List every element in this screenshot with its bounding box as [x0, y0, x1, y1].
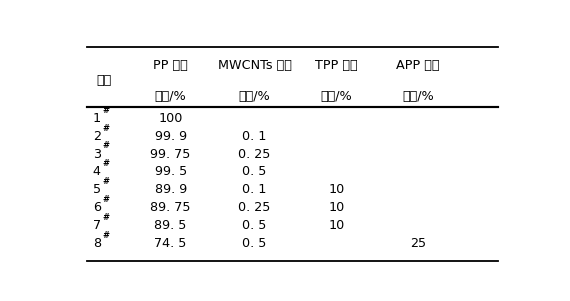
Text: #: #	[102, 106, 109, 115]
Text: APP 质量: APP 质量	[396, 59, 440, 72]
Text: #: #	[102, 195, 109, 204]
Text: 5: 5	[93, 183, 101, 196]
Text: #: #	[102, 124, 109, 133]
Text: 0. 1: 0. 1	[242, 130, 267, 143]
Text: 8: 8	[93, 237, 101, 250]
Text: 10: 10	[328, 201, 344, 214]
Text: 7: 7	[93, 219, 101, 232]
Text: 2: 2	[93, 130, 101, 143]
Text: 0. 5: 0. 5	[242, 237, 267, 250]
Text: #: #	[102, 141, 109, 150]
Text: 分数/%: 分数/%	[402, 90, 434, 103]
Text: 样品: 样品	[97, 74, 112, 87]
Text: 89. 5: 89. 5	[154, 219, 187, 232]
Text: 0. 1: 0. 1	[242, 183, 267, 196]
Text: 10: 10	[328, 219, 344, 232]
Text: #: #	[102, 231, 109, 240]
Text: 6: 6	[93, 201, 101, 214]
Text: 25: 25	[410, 237, 426, 250]
Text: 0. 25: 0. 25	[238, 201, 271, 214]
Text: 0. 25: 0. 25	[238, 147, 271, 161]
Text: #: #	[102, 213, 109, 222]
Text: 分数/%: 分数/%	[320, 90, 352, 103]
Text: 0. 5: 0. 5	[242, 219, 267, 232]
Text: MWCNTs 质量: MWCNTs 质量	[218, 59, 291, 72]
Text: 100: 100	[158, 112, 183, 125]
Text: 分数/%: 分数/%	[155, 90, 186, 103]
Text: #: #	[102, 159, 109, 168]
Text: 3: 3	[93, 147, 101, 161]
Text: 10: 10	[328, 183, 344, 196]
Text: 4: 4	[93, 166, 101, 178]
Text: 74. 5: 74. 5	[154, 237, 187, 250]
Text: #: #	[102, 177, 109, 186]
Text: 99. 5: 99. 5	[154, 166, 187, 178]
Text: 89. 75: 89. 75	[150, 201, 191, 214]
Text: 89. 9: 89. 9	[154, 183, 187, 196]
Text: PP 质量: PP 质量	[153, 59, 188, 72]
Text: 分数/%: 分数/%	[239, 90, 270, 103]
Text: 0. 5: 0. 5	[242, 166, 267, 178]
Text: 1: 1	[93, 112, 101, 125]
Text: 99. 75: 99. 75	[150, 147, 191, 161]
Text: 99. 9: 99. 9	[154, 130, 187, 143]
Text: TPP 质量: TPP 质量	[315, 59, 357, 72]
